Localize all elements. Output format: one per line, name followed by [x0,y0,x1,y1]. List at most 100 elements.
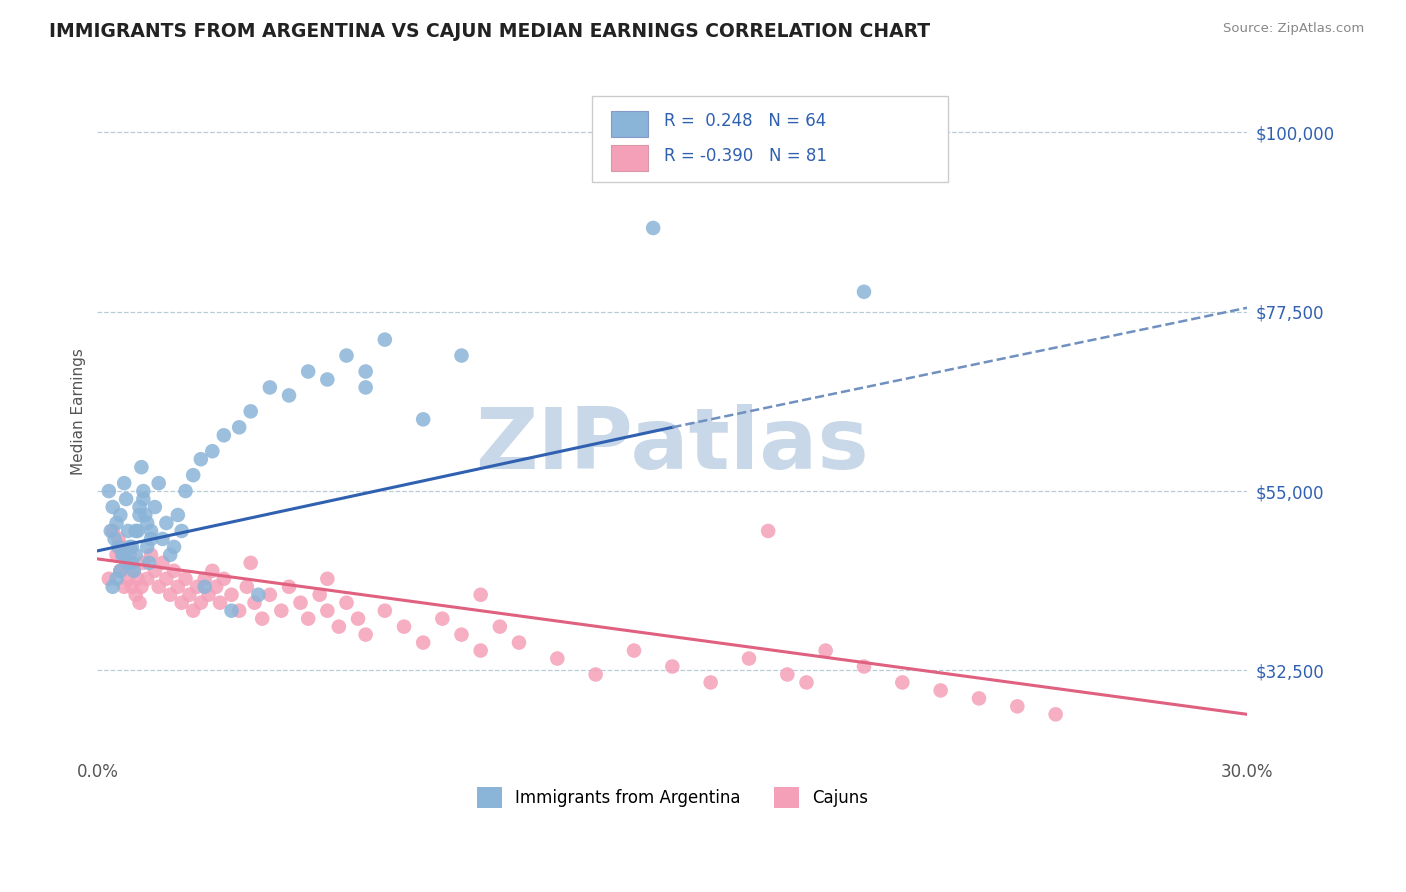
Point [247,588,270,602]
Point [134,508,156,522]
Point [132,491,155,506]
Point [152,532,174,546]
Point [212,428,235,442]
Point [170,524,193,538]
Point [143,564,166,578]
Point [101,580,124,594]
Point [374,333,396,347]
Point [117,572,139,586]
Point [316,372,339,386]
Point [174,484,197,499]
Point [139,548,162,562]
Point [122,564,145,578]
Point [354,627,377,641]
Y-axis label: Median Earnings: Median Earnings [72,348,86,475]
Point [412,412,434,426]
Point [112,580,135,594]
Point [117,524,139,538]
Point [228,420,250,434]
Point [297,364,319,378]
Point [228,604,250,618]
Point [97,572,120,586]
Point [139,524,162,538]
Point [155,516,177,530]
Point [128,596,150,610]
Text: Source: ZipAtlas.com: Source: ZipAtlas.com [1223,22,1364,36]
Point [174,572,197,586]
Point [128,508,150,522]
Point [201,564,224,578]
Point [1045,707,1067,722]
Point [101,524,124,538]
FancyBboxPatch shape [592,96,948,182]
Point [623,643,645,657]
Point [179,588,201,602]
Point [121,556,143,570]
Point [270,604,292,618]
Point [118,540,141,554]
Point [101,500,124,514]
Point [738,651,761,665]
Point [112,476,135,491]
Point [110,564,132,578]
Point [163,564,186,578]
Point [470,588,492,602]
Point [111,548,134,562]
Point [852,285,875,299]
Point [852,659,875,673]
Point [1007,699,1029,714]
Point [432,612,454,626]
Point [392,620,415,634]
Text: ZIPatlas: ZIPatlas [475,404,869,487]
Bar [612,145,648,171]
Point [776,667,799,681]
Point [316,604,339,618]
Point [221,588,243,602]
Text: R = -0.390   N = 81: R = -0.390 N = 81 [664,146,827,165]
Point [308,588,330,602]
Point [159,548,181,562]
Point [122,564,145,578]
Point [278,388,301,402]
Text: IMMIGRANTS FROM ARGENTINA VS CAJUN MEDIAN EARNINGS CORRELATION CHART: IMMIGRANTS FROM ARGENTINA VS CAJUN MEDIA… [49,22,931,41]
Point [278,580,301,594]
Point [111,540,134,554]
Point [155,572,177,586]
Point [290,596,312,610]
Point [412,635,434,649]
Point [125,524,148,538]
Point [166,580,188,594]
Point [115,491,138,506]
Point [131,460,153,475]
Point [929,683,952,698]
Point [205,580,228,594]
Point [132,484,155,499]
Point [110,508,132,522]
Point [181,468,204,483]
Point [125,548,148,562]
Point [239,404,262,418]
Point [450,627,472,641]
Point [208,596,231,610]
Point [170,596,193,610]
Point [236,580,259,594]
Point [107,540,129,554]
Point [508,635,530,649]
Point [756,524,779,538]
Point [585,667,607,681]
Point [699,675,721,690]
Point [138,556,160,570]
Point [201,444,224,458]
Point [239,556,262,570]
Point [546,651,568,665]
Point [100,524,122,538]
Point [335,596,357,610]
Bar [612,111,648,137]
Point [105,548,128,562]
Point [125,588,148,602]
Point [354,380,377,394]
Point [967,691,990,706]
Point [132,556,155,570]
Point [163,540,186,554]
Point [197,588,219,602]
